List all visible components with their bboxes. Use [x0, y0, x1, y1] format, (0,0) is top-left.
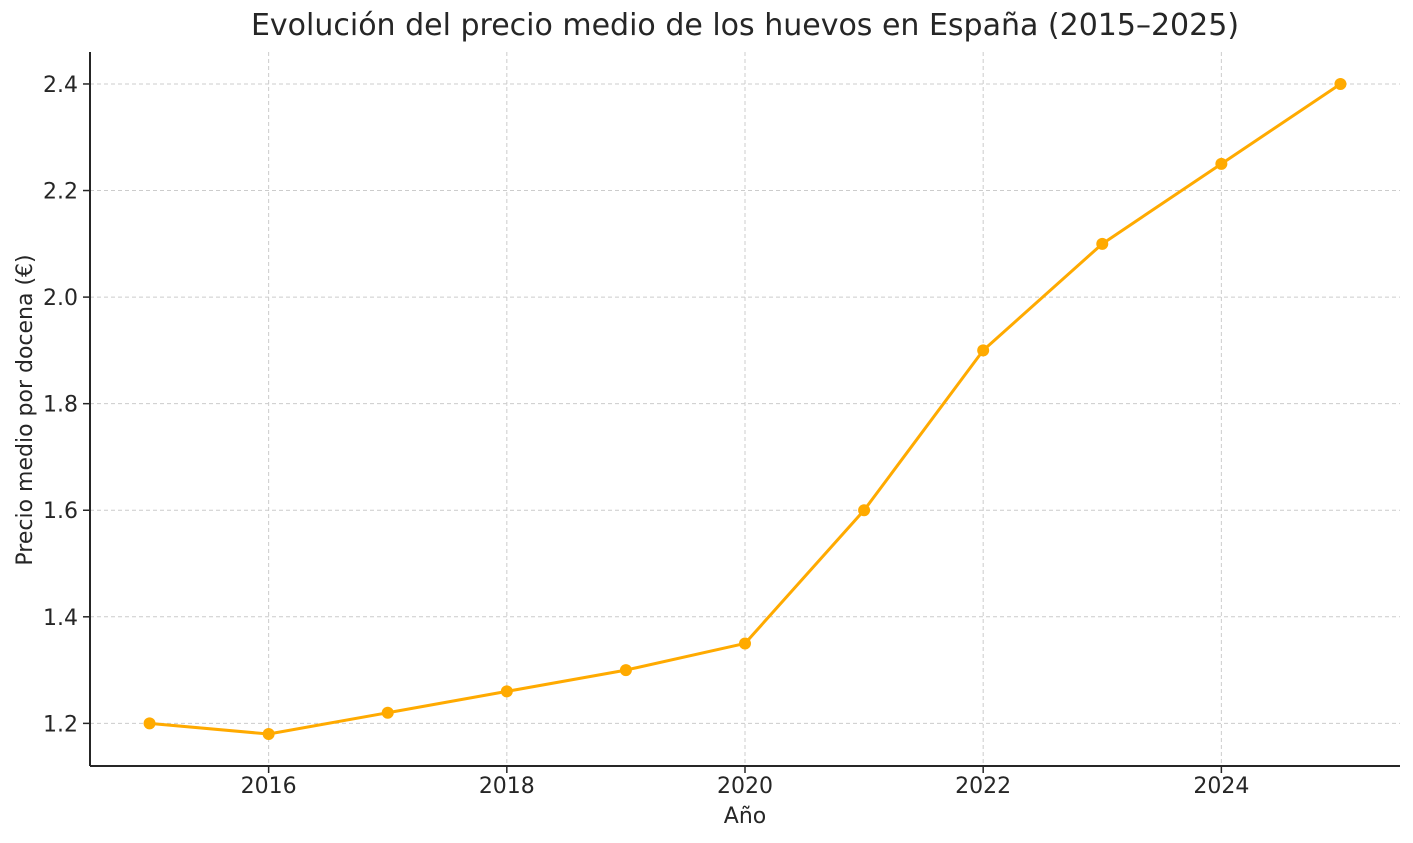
x-axis-label: Año [724, 804, 766, 829]
data-point [1215, 157, 1228, 170]
y-tick-label: 1.8 [43, 393, 78, 418]
data-point [381, 706, 394, 719]
chart-title: Evolución del precio medio de los huevos… [250, 8, 1240, 43]
x-tick-label: 2024 [1193, 774, 1249, 799]
y-tick-label: 2.2 [43, 180, 78, 205]
y-axis-label: Precio medio por docena (€) [13, 254, 38, 565]
y-tick-label: 1.4 [43, 606, 78, 631]
x-tick-label: 2018 [479, 774, 535, 799]
y-tick-label: 1.6 [43, 499, 78, 524]
data-point [1096, 237, 1109, 250]
data-point [1334, 77, 1347, 90]
data-point [500, 685, 513, 698]
y-tick-label: 2.0 [43, 286, 78, 311]
y-tick-label: 1.2 [43, 712, 78, 737]
data-points [143, 77, 1347, 741]
x-tick-label: 2022 [955, 774, 1011, 799]
data-point [977, 344, 990, 357]
grid-lines [90, 52, 1400, 766]
y-tick-label: 2.4 [43, 73, 78, 98]
y-axis-ticks: 1.2 1.4 1.6 1.8 2.0 2.2 2.4 [43, 73, 90, 737]
x-tick-label: 2016 [241, 774, 297, 799]
data-point [619, 664, 632, 677]
data-point [143, 717, 156, 730]
data-point [262, 728, 275, 741]
x-tick-label: 2020 [717, 774, 773, 799]
data-point [739, 637, 751, 650]
x-axis-ticks: 2016 2018 2020 2022 2024 [241, 766, 1249, 799]
data-point [858, 504, 871, 517]
